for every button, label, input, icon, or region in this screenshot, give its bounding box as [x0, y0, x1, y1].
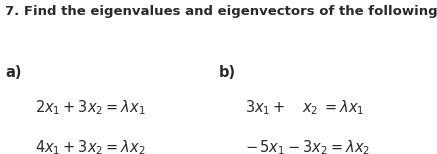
Text: a): a): [5, 65, 22, 80]
Text: $-\,5x_1 - 3x_2 = \lambda x_2$: $-\,5x_1 - 3x_2 = \lambda x_2$: [245, 139, 370, 154]
Text: $2x_1 + 3x_2 = \lambda x_1$: $2x_1 + 3x_2 = \lambda x_1$: [35, 99, 146, 117]
Text: b): b): [218, 65, 236, 80]
Text: $4x_1 + 3x_2 = \lambda x_2$: $4x_1 + 3x_2 = \lambda x_2$: [35, 139, 146, 154]
Text: 7. Find the eigenvalues and eigenvectors of the following linear systems:: 7. Find the eigenvalues and eigenvectors…: [5, 5, 437, 18]
Text: $3x_1 + \quad x_2 \;= \lambda x_1$: $3x_1 + \quad x_2 \;= \lambda x_1$: [245, 99, 364, 117]
